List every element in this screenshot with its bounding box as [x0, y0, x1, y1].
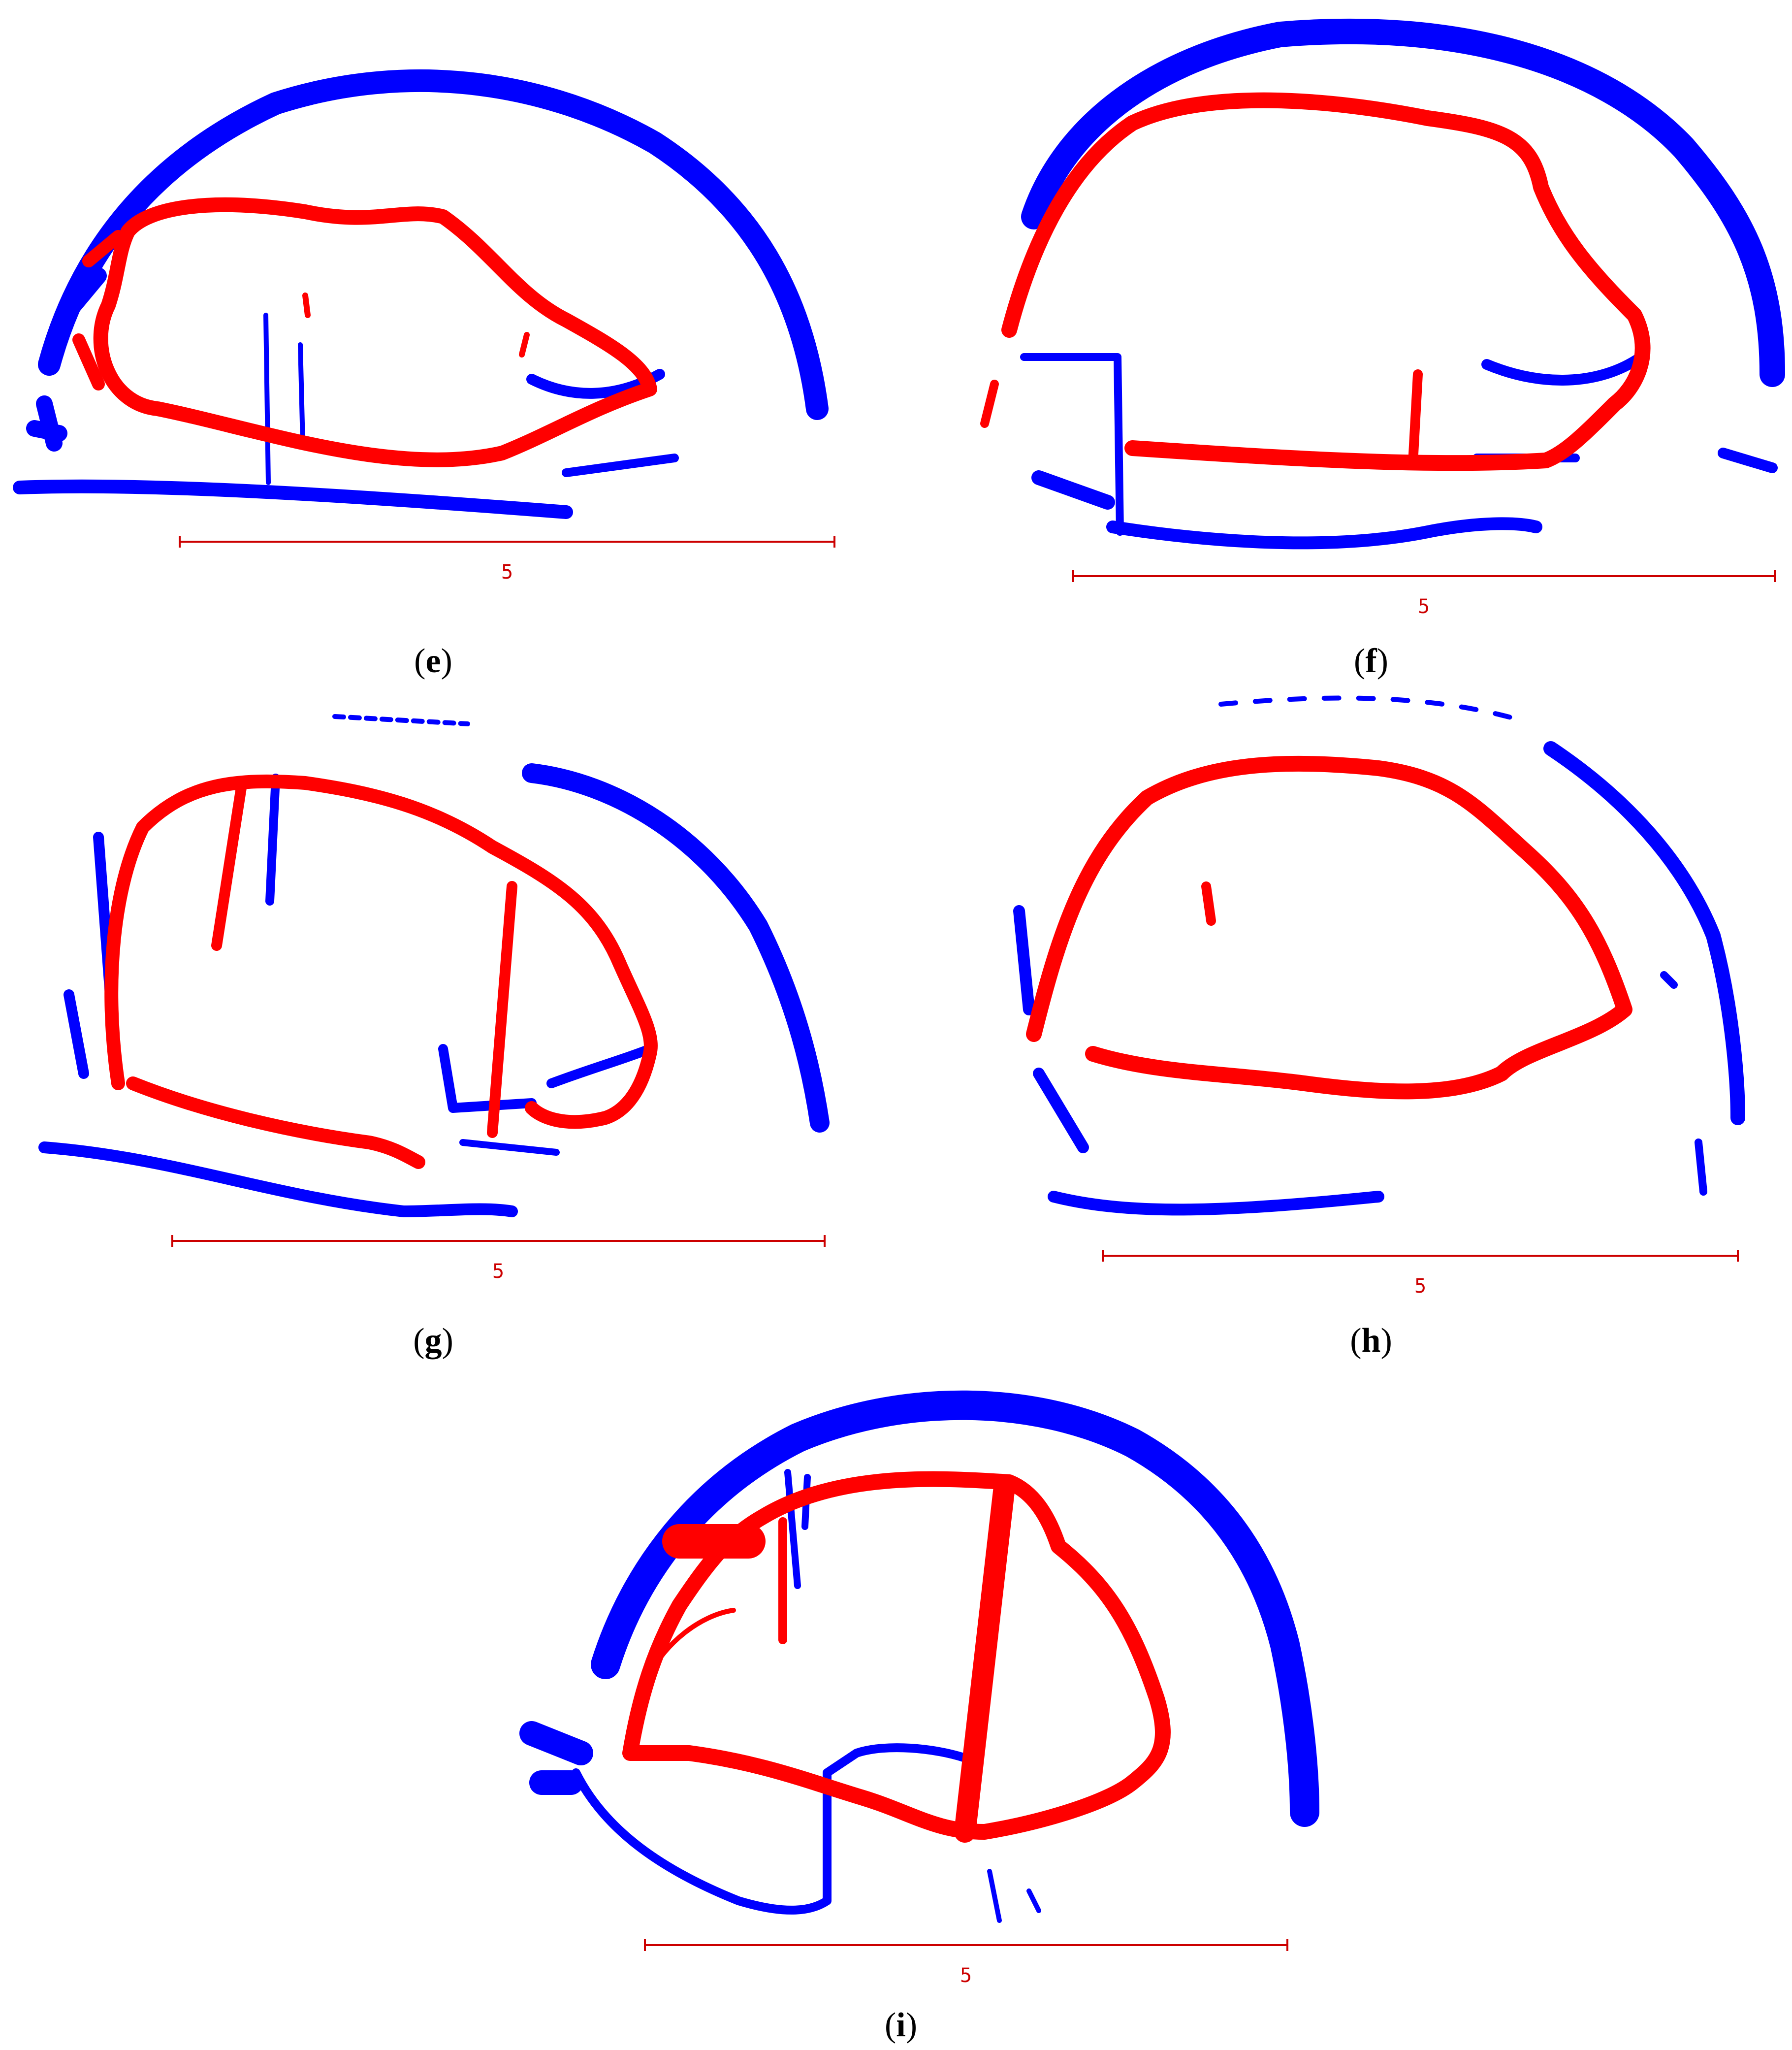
scale-label: 5 — [1414, 1275, 1426, 1298]
left-bits — [980, 380, 999, 428]
lower-wall — [126, 1076, 425, 1169]
outer-arc — [1021, 18, 1785, 387]
scale-bar: 5 — [171, 1235, 826, 1283]
room-loop — [104, 774, 658, 1129]
red-point-cloud — [622, 1471, 1171, 1843]
scale-bar: 5 — [1072, 570, 1776, 618]
panel-caption: (g) — [413, 1322, 453, 1360]
left-edge — [72, 230, 125, 390]
left-hanging-pole — [211, 782, 247, 951]
panel-caption: (e) — [414, 642, 452, 680]
far-right-fragment — [1718, 448, 1778, 473]
panel-i: 5 (i) — [519, 1390, 1319, 2044]
interior-pillar — [487, 881, 517, 1138]
bottom-wall — [13, 479, 573, 519]
panel-caption: (f) — [1354, 642, 1388, 680]
blue-point-cloud — [519, 1390, 1319, 1923]
bottom-center-fragment — [459, 1139, 560, 1156]
panel-e: 5 (e) — [13, 69, 835, 680]
scale-bar: 5 — [644, 1939, 1288, 1987]
left-fragment — [1031, 470, 1115, 510]
bottom-wall — [1048, 1191, 1384, 1216]
inner-marks — [302, 293, 530, 358]
left-block — [519, 1721, 593, 1795]
room-loop — [1001, 92, 1651, 471]
lower-loop — [572, 1743, 969, 1915]
interior-mark — [1201, 881, 1216, 926]
top-arc-sparse — [1218, 695, 1519, 721]
panel-caption: (h) — [1350, 1322, 1392, 1360]
blue-point-cloud — [38, 714, 830, 1217]
panel-g: 5 (g) — [38, 714, 830, 1360]
inner-arc — [647, 1608, 736, 1677]
scale-label: 5 — [501, 561, 513, 584]
left-fragments — [1013, 905, 1089, 1153]
panel-f: 5 (f) — [980, 18, 1785, 680]
interior-pillar — [954, 1476, 1015, 1843]
outer-arc — [38, 69, 829, 420]
scale-bar: 5 — [179, 536, 835, 584]
left-fragments — [26, 267, 107, 452]
right-arc — [1543, 741, 1745, 1125]
scale-label: 5 — [492, 1260, 504, 1283]
room-loop — [93, 197, 657, 467]
outer-arc — [522, 763, 830, 1133]
interior-pillar — [1408, 369, 1423, 468]
red-point-cloud — [1026, 755, 1632, 1100]
right-fragment — [1481, 349, 1650, 386]
bottom-wall — [38, 1141, 518, 1217]
lower-right-fragment — [562, 454, 679, 477]
blue-point-cloud — [1013, 695, 1745, 1216]
red-point-cloud — [980, 92, 1651, 471]
panel-caption: (i) — [885, 2006, 917, 2044]
red-point-cloud — [104, 774, 658, 1169]
vertical-poles — [263, 313, 305, 485]
center-chair — [438, 1044, 655, 1113]
blue-point-cloud — [13, 69, 829, 519]
scale-label: 5 — [1418, 595, 1430, 618]
hanging-pole — [265, 774, 280, 906]
scale-label: 5 — [960, 1964, 972, 1987]
red-point-cloud — [72, 197, 657, 467]
scale-bar: 5 — [1102, 1250, 1739, 1298]
bottom-wall — [1106, 517, 1542, 550]
corner-frame — [1020, 353, 1124, 536]
right-fragments — [1660, 971, 1707, 1196]
top-dashes — [332, 714, 470, 726]
bottom-right-fragments — [987, 1869, 1041, 1923]
room-loop — [1026, 755, 1632, 1100]
panel-h: 5 (h) — [1013, 695, 1745, 1360]
outer-arc — [591, 1390, 1319, 1827]
